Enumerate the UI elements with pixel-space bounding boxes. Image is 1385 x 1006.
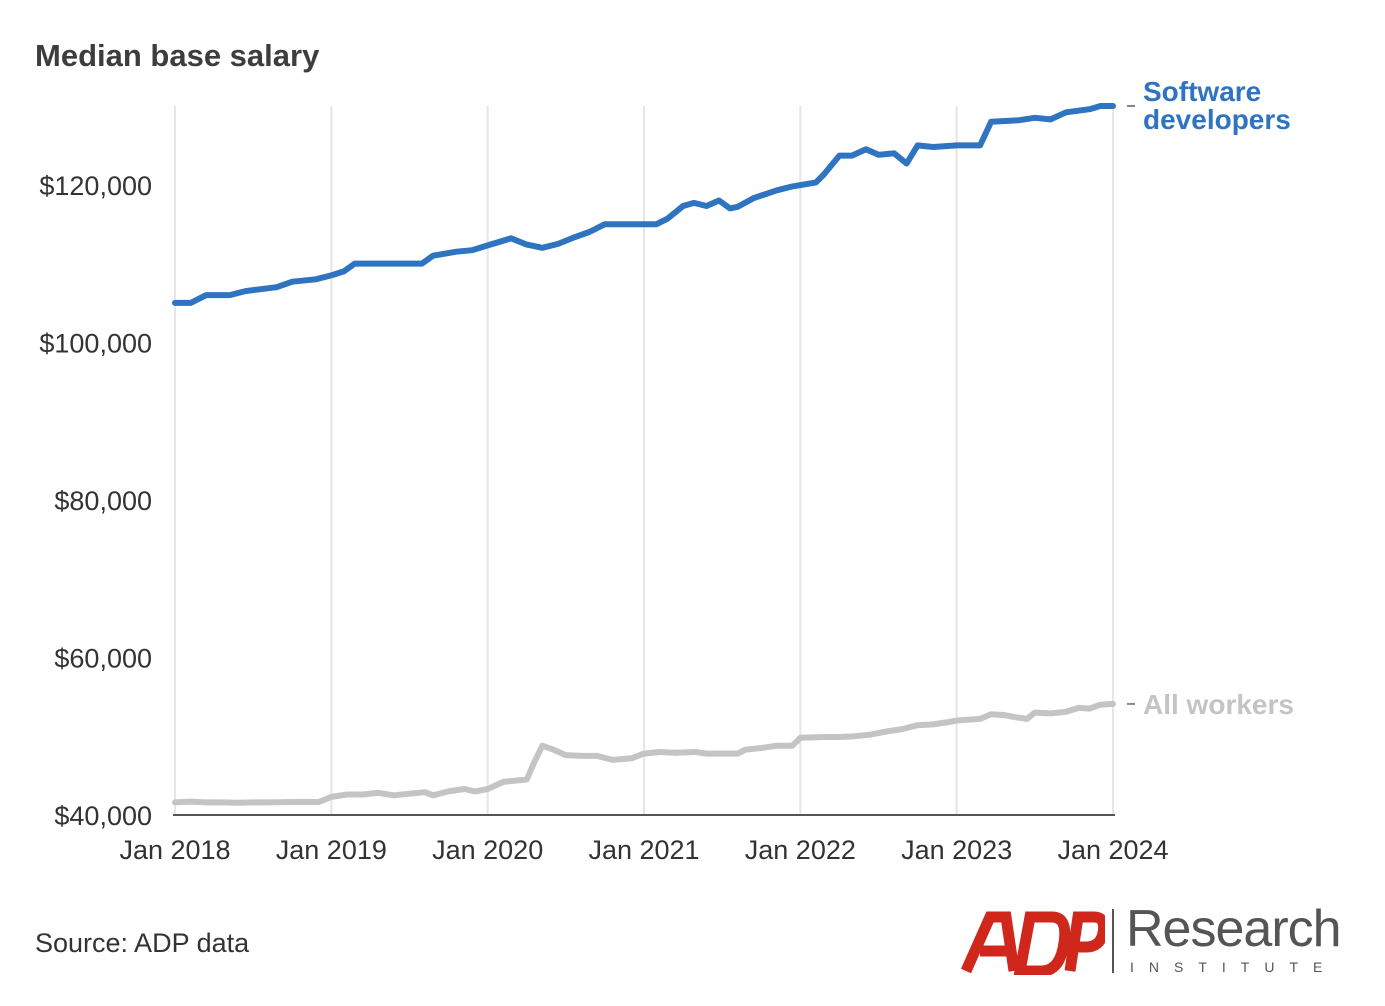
- logo-divider: [1112, 909, 1114, 973]
- y-tick-label: $60,000: [54, 643, 152, 673]
- chart-title: Median base salary: [35, 38, 320, 73]
- series-line-all-workers: [172, 700, 1116, 806]
- x-tick-label: Jan 2022: [745, 835, 856, 865]
- y-tick-label: $100,000: [39, 328, 152, 358]
- x-tick-label: Jan 2019: [276, 835, 387, 865]
- x-tick-label: Jan 2024: [1057, 835, 1168, 865]
- x-tick-label: Jan 2023: [901, 835, 1012, 865]
- y-tick-label: $40,000: [54, 801, 152, 831]
- series-line-software-developers: [172, 103, 1116, 306]
- logo-institute-text: INSTITUTE: [1130, 959, 1338, 975]
- line-chart: Jan 2018 Jan 2019 Jan 2020 Jan 2021 Jan 2022…: [39, 76, 1294, 865]
- logo-research-text: Research: [1126, 900, 1342, 958]
- y-tick-label: $80,000: [54, 486, 152, 516]
- y-tick-label: $120,000: [39, 171, 152, 201]
- x-tick-label: Jan 2020: [432, 835, 543, 865]
- series-end-label: Software: [1143, 76, 1261, 107]
- x-tick-label: Jan 2021: [588, 835, 699, 865]
- series-end-label: developers: [1143, 104, 1291, 135]
- source-note: Source: ADP data: [35, 928, 250, 958]
- x-tick-label: Jan 2018: [119, 835, 230, 865]
- adp-research-logo: Research INSTITUTE: [960, 900, 1360, 985]
- adp-logo-mark: [960, 911, 1105, 975]
- series-end-label: All workers: [1143, 689, 1294, 720]
